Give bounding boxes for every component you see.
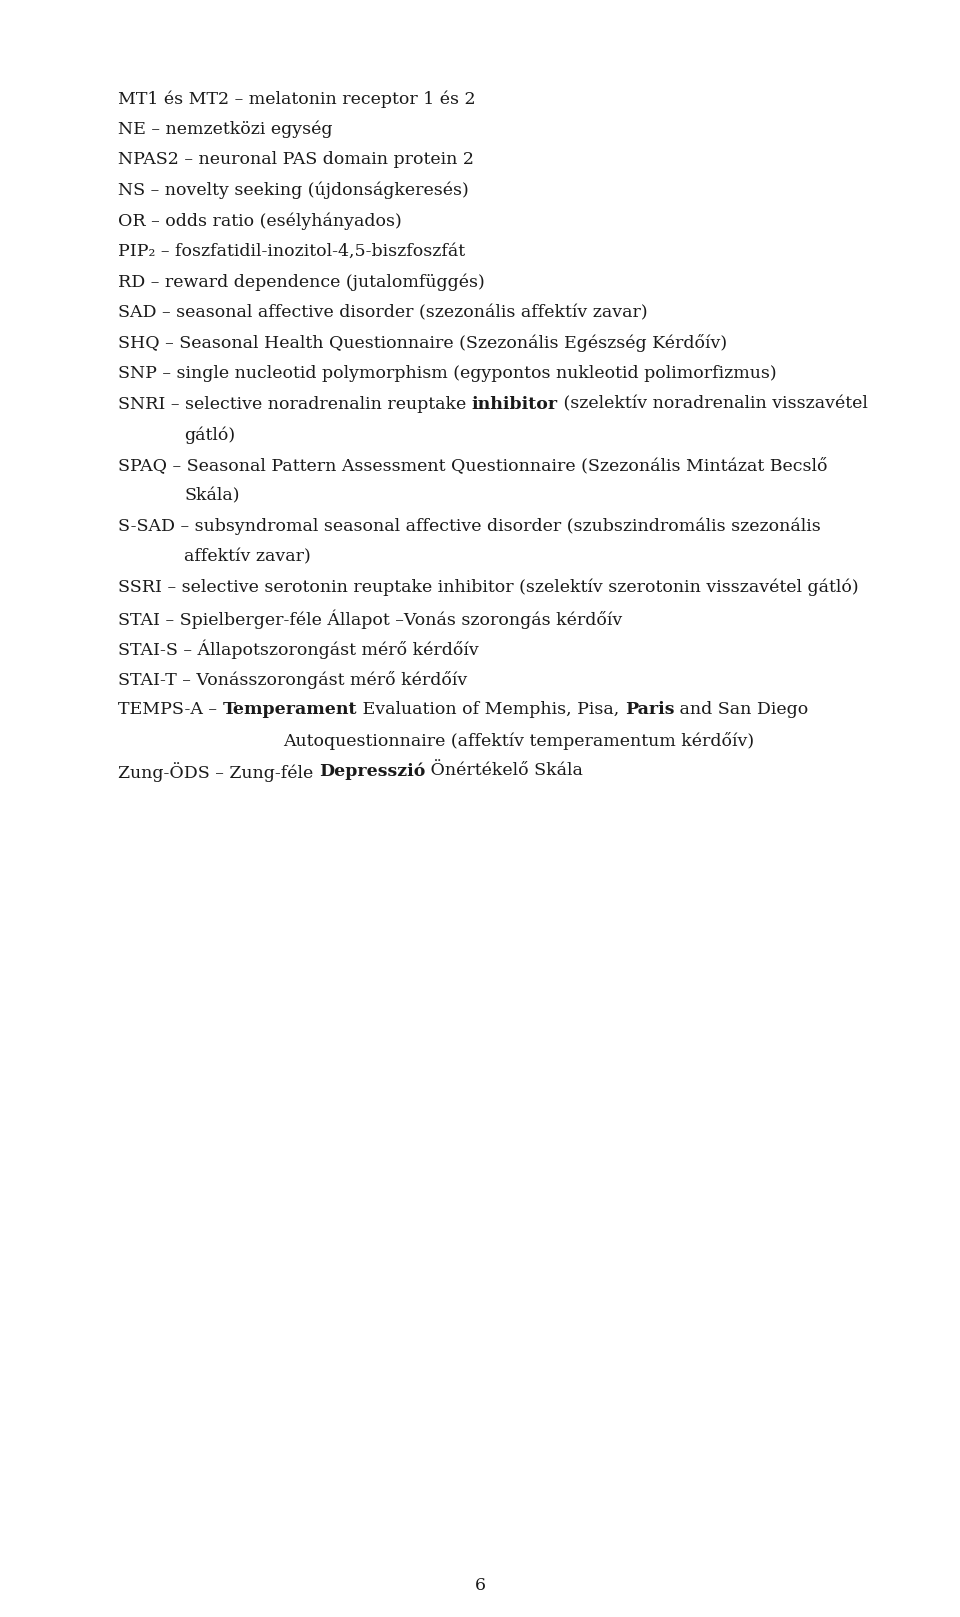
Text: SPAQ – Seasonal Pattern Assessment Questionnaire (Szezonális Mintázat Becslő: SPAQ – Seasonal Pattern Assessment Quest… (118, 456, 828, 474)
Text: affektív zavar): affektív zavar) (184, 548, 311, 566)
Text: and San Diego: and San Diego (674, 702, 808, 718)
Text: RD – reward dependence (jutalomfüggés): RD – reward dependence (jutalomfüggés) (118, 273, 485, 291)
Text: Evaluation of Memphis, Pisa,: Evaluation of Memphis, Pisa, (357, 702, 625, 718)
Text: PIP₂ – foszfatidil-inozitol-4,5-biszfoszfát: PIP₂ – foszfatidil-inozitol-4,5-biszfosz… (118, 243, 466, 260)
Text: NPAS2 – neuronal PAS domain protein 2: NPAS2 – neuronal PAS domain protein 2 (118, 150, 474, 168)
Text: NE – nemzetközi egység: NE – nemzetközi egység (118, 121, 332, 137)
Text: NS – novelty seeking (újdonságkeresés): NS – novelty seeking (újdonságkeresés) (118, 181, 468, 199)
Text: inhibitor: inhibitor (471, 396, 558, 412)
Text: Paris: Paris (625, 702, 674, 718)
Text: gátló): gátló) (184, 427, 235, 443)
Text: MT1 és MT2 – melatonin receptor 1 és 2: MT1 és MT2 – melatonin receptor 1 és 2 (118, 91, 475, 107)
Text: Skála): Skála) (184, 487, 239, 505)
Text: Zung-ÖDS – Zung-féle: Zung-ÖDS – Zung-féle (118, 762, 319, 783)
Text: 6: 6 (474, 1577, 486, 1594)
Text: SAD – seasonal affective disorder (szezonális affektív zavar): SAD – seasonal affective disorder (szezo… (118, 304, 648, 320)
Text: (szelektív noradrenalin visszavétel: (szelektív noradrenalin visszavétel (558, 396, 868, 412)
Text: STAI-S – Állapotszorongást mérő kérdőív: STAI-S – Állapotszorongást mérő kérdőív (118, 640, 479, 660)
Text: STAI – Spielberger-féle Állapot –Vonás szorongás kérdőív: STAI – Spielberger-féle Állapot –Vonás s… (118, 610, 622, 629)
Text: SHQ – Seasonal Health Questionnaire (Szezonális Egészség Kérdőív): SHQ – Seasonal Health Questionnaire (Sze… (118, 335, 727, 353)
Text: Önértékelő Skála: Önértékelő Skála (425, 762, 583, 779)
Text: SNP – single nucleotid polymorphism (egypontos nukleotid polimorfizmus): SNP – single nucleotid polymorphism (egy… (118, 365, 777, 382)
Text: Temperament: Temperament (223, 702, 357, 718)
Text: S-SAD – subsyndromal seasonal affective disorder (szubszindromális szezonális: S-SAD – subsyndromal seasonal affective … (118, 517, 821, 535)
Text: Autoquestionnaire (affektív temperamentum kérdőív): Autoquestionnaire (affektív temperamentu… (283, 731, 755, 750)
Text: Depresszió: Depresszió (319, 762, 425, 779)
Text: TEMPS-A –: TEMPS-A – (118, 702, 223, 718)
Text: STAI-T – Vonásszorongást mérő kérdőív: STAI-T – Vonásszorongást mérő kérdőív (118, 671, 468, 689)
Text: SNRI – selective noradrenalin reuptake: SNRI – selective noradrenalin reuptake (118, 396, 471, 412)
Text: SSRI – selective serotonin reuptake inhibitor (szelektív szerotonin visszavétel : SSRI – selective serotonin reuptake inhi… (118, 579, 858, 597)
Text: OR – odds ratio (esélyhányados): OR – odds ratio (esélyhányados) (118, 212, 401, 230)
